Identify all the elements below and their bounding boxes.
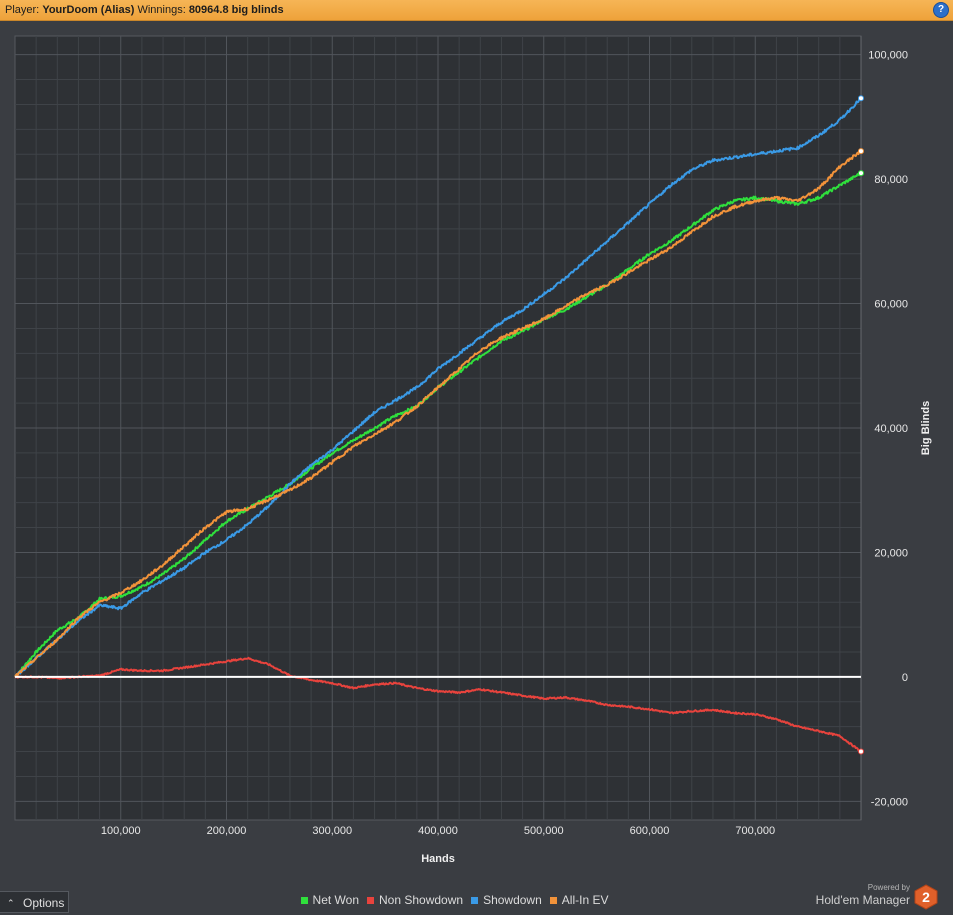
- y-tick-label: -20,000: [871, 796, 908, 808]
- chart-legend: Net Won Non Showdown Showdown All-In EV: [0, 891, 909, 909]
- legend-swatch: [300, 896, 308, 904]
- x-tick-label: 700,000: [735, 825, 775, 837]
- x-tick-label: 500,000: [524, 825, 564, 837]
- legend-item[interactable]: All-In EV: [549, 893, 609, 907]
- player-summary: Player: YourDoom (Alias) Winnings: 80964…: [5, 0, 284, 20]
- legend-label: Showdown: [483, 893, 542, 907]
- powered-by-text: Powered by: [867, 883, 910, 892]
- y-tick-label: 60,000: [874, 299, 908, 311]
- series-end-point: [858, 748, 864, 755]
- legend-swatch: [549, 896, 557, 904]
- series-line-non-showdown: [14, 656, 862, 753]
- series-end-point: [858, 170, 864, 177]
- player-label: Player:: [5, 4, 40, 16]
- series-line-showdown: [14, 97, 862, 678]
- question-icon[interactable]: ?: [934, 3, 948, 17]
- legend-swatch: [367, 896, 374, 904]
- legend-label: Non Showdown: [379, 893, 464, 907]
- brand-name: Hold'em Manager: [815, 893, 910, 907]
- y-tick-label: 80,000: [874, 174, 908, 186]
- x-axis-label: Hands: [421, 853, 455, 865]
- legend-item[interactable]: Non Showdown: [367, 893, 463, 907]
- winnings-value: 80964.8 big blinds: [188, 4, 284, 16]
- series-line-all-in-ev: [14, 150, 862, 678]
- winnings-graph: 100,000 200,000 300,000 400,000 500,000 600,0…: [14, 35, 932, 865]
- player-header-bar: Player: YourDoom (Alias) Winnings: 80964…: [0, 0, 953, 21]
- series-end-point: [858, 95, 864, 102]
- legend-swatch: [471, 896, 479, 904]
- options-button[interactable]: ⌃ Options: [0, 891, 69, 913]
- x-axis-ticks: 100,000 200,000 300,000 400,000 500,000 600,0…: [101, 825, 775, 837]
- series-lines: [14, 95, 864, 755]
- y-tick-label: 40,000: [874, 423, 908, 435]
- legend-label: Net Won: [312, 893, 359, 907]
- chevron-up-icon: ⌃: [7, 898, 15, 908]
- hm2-logo-icon: 2: [914, 884, 938, 910]
- x-tick-label: 300,000: [312, 825, 352, 837]
- legend-item[interactable]: Net Won: [300, 893, 359, 907]
- y-axis-ticks: 100,000 80,000 60,000 40,000 20,000 0 -20,000: [868, 50, 908, 809]
- x-tick-label: 200,000: [207, 825, 247, 837]
- player-name: YourDoom (Alias): [42, 4, 135, 16]
- logo-text: 2: [922, 889, 930, 905]
- legend-label: All-In EV: [561, 893, 609, 907]
- brand-logo: Powered by Hold'em Manager 2: [812, 883, 942, 911]
- y-tick-label: 0: [902, 672, 908, 684]
- y-tick-label: 100,000: [868, 50, 908, 62]
- series-end-point: [858, 148, 864, 155]
- grid-lines: [15, 36, 862, 820]
- legend-item[interactable]: Showdown: [471, 893, 542, 907]
- x-tick-label: 400,000: [418, 825, 458, 837]
- y-axis-label: Big Blinds: [920, 401, 932, 455]
- options-label: Options: [23, 896, 65, 910]
- winnings-label: Winnings:: [137, 4, 186, 16]
- x-tick-label: 100,000: [101, 825, 141, 837]
- y-tick-label: 20,000: [874, 547, 908, 559]
- x-tick-label: 600,000: [630, 825, 670, 837]
